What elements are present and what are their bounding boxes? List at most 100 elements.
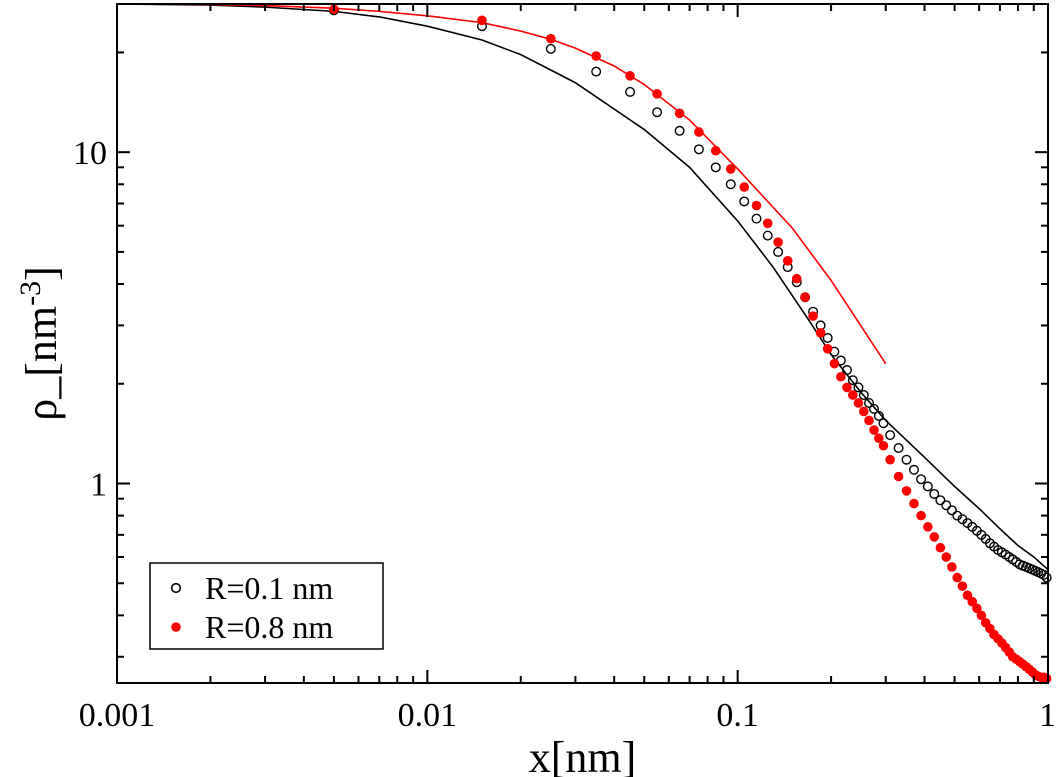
point-series0-22: [841, 365, 852, 376]
legend-label-r08: R=0.8 nm: [205, 609, 333, 645]
point-series0-27: [869, 403, 880, 414]
point-series1-31: [893, 471, 904, 482]
point-series1-8: [710, 145, 721, 156]
y-tick-label: 10: [73, 135, 107, 172]
point-series0-64: [1041, 572, 1052, 583]
point-series1-44: [972, 603, 982, 614]
point-series1-40: [952, 572, 963, 583]
point-series1-20: [829, 358, 840, 369]
point-series1-43: [967, 596, 978, 607]
point-series0-29: [878, 418, 889, 429]
point-series1-27: [869, 425, 879, 435]
fit-line-1: [116, 3, 887, 365]
point-series1-10: [739, 182, 750, 192]
plot-frame: [116, 3, 1049, 684]
point-series0-30: [885, 430, 896, 441]
point-series1-7: [694, 127, 704, 137]
point-series0-36: [929, 488, 940, 499]
point-series1-2: [546, 33, 556, 44]
point-series1-16: [800, 292, 810, 302]
point-series1-5: [652, 89, 662, 99]
data-points: [328, 4, 1052, 684]
point-series0-11: [751, 213, 762, 224]
point-series0-31: [893, 442, 904, 453]
point-series0-8: [710, 162, 721, 173]
point-series1-1: [477, 15, 487, 26]
point-series1-36: [929, 532, 940, 542]
point-series0-28: [873, 410, 884, 421]
x-tick-label: 0.1: [716, 697, 759, 734]
point-series1-12: [762, 218, 773, 229]
y-axis-label: ρ_[nm-3]: [14, 266, 67, 421]
point-series1-25: [859, 406, 869, 417]
point-series1-19: [822, 344, 833, 354]
point-series1-33: [909, 498, 919, 509]
point-series1-64: [1041, 673, 1052, 684]
point-series1-4: [625, 71, 635, 81]
point-series0-34: [916, 474, 927, 485]
point-series1-45: [976, 610, 987, 621]
point-series0-9: [725, 179, 736, 190]
y-tick-label: 1: [90, 467, 107, 504]
y-axis-label-close: ]: [17, 266, 66, 281]
point-series0-19: [822, 332, 833, 343]
point-series1-38: [941, 552, 952, 562]
point-series0-13: [773, 246, 784, 257]
point-series0-6: [674, 125, 685, 136]
tick-labels: 0.001 0.01 0.1 1 1 10: [73, 135, 1056, 734]
point-series0-4: [625, 86, 636, 97]
legend: R=0.1 nm R=0.8 nm: [149, 562, 384, 650]
legend-box: [149, 562, 384, 650]
point-series1-3: [591, 51, 601, 61]
point-series1-18: [815, 327, 826, 338]
point-series1-32: [901, 486, 912, 496]
x-tick-label: 0.01: [398, 697, 458, 734]
point-series0-25: [858, 389, 869, 400]
y-axis-label-base: ρ_[nm: [17, 306, 66, 421]
point-series0-33: [908, 464, 919, 475]
point-series1-30: [885, 454, 895, 465]
point-series0-32: [901, 454, 912, 465]
point-series1-26: [864, 415, 874, 426]
point-series0-24: [853, 382, 864, 393]
point-series0-3: [591, 66, 602, 77]
point-series1-15: [791, 273, 802, 284]
point-series1-17: [808, 311, 818, 321]
point-series0-7: [693, 144, 704, 155]
point-series1-21: [836, 371, 846, 382]
point-series1-39: [947, 562, 957, 572]
point-series0-26: [864, 397, 875, 408]
point-series1-9: [725, 164, 736, 174]
point-series0-2: [545, 43, 556, 54]
point-series1-11: [751, 200, 762, 211]
point-series1-41: [957, 581, 968, 591]
point-series1-37: [935, 542, 946, 553]
point-series1-14: [782, 256, 793, 266]
axis-ticks: [116, 4, 1049, 683]
point-series0-10: [739, 196, 750, 207]
fit-line-0: [116, 3, 1049, 571]
point-series0-12: [762, 230, 773, 241]
x-tick-label: 1: [1039, 697, 1056, 734]
point-series1-23: [848, 390, 858, 400]
point-series1-24: [853, 398, 864, 408]
point-series1-29: [878, 440, 889, 451]
point-series1-22: [842, 382, 852, 393]
point-series0-35: [922, 481, 933, 492]
point-series1-34: [916, 510, 926, 521]
fit-lines: [116, 3, 1049, 571]
point-series0-38: [941, 500, 952, 511]
point-series1-13: [773, 237, 783, 247]
legend-marker-r08: [171, 622, 181, 632]
point-series0-23: [847, 375, 858, 386]
x-axis-label: x[nm]: [529, 733, 637, 777]
legend-marker-r01: [170, 582, 182, 594]
y-axis-label-sup: -3: [14, 281, 47, 306]
point-series1-6: [674, 108, 685, 119]
point-series1-28: [874, 433, 884, 444]
point-series0-39: [946, 505, 957, 516]
point-series1-35: [923, 522, 933, 532]
x-tick-label: 0.001: [79, 697, 156, 734]
legend-label-r01: R=0.1 nm: [205, 570, 333, 606]
